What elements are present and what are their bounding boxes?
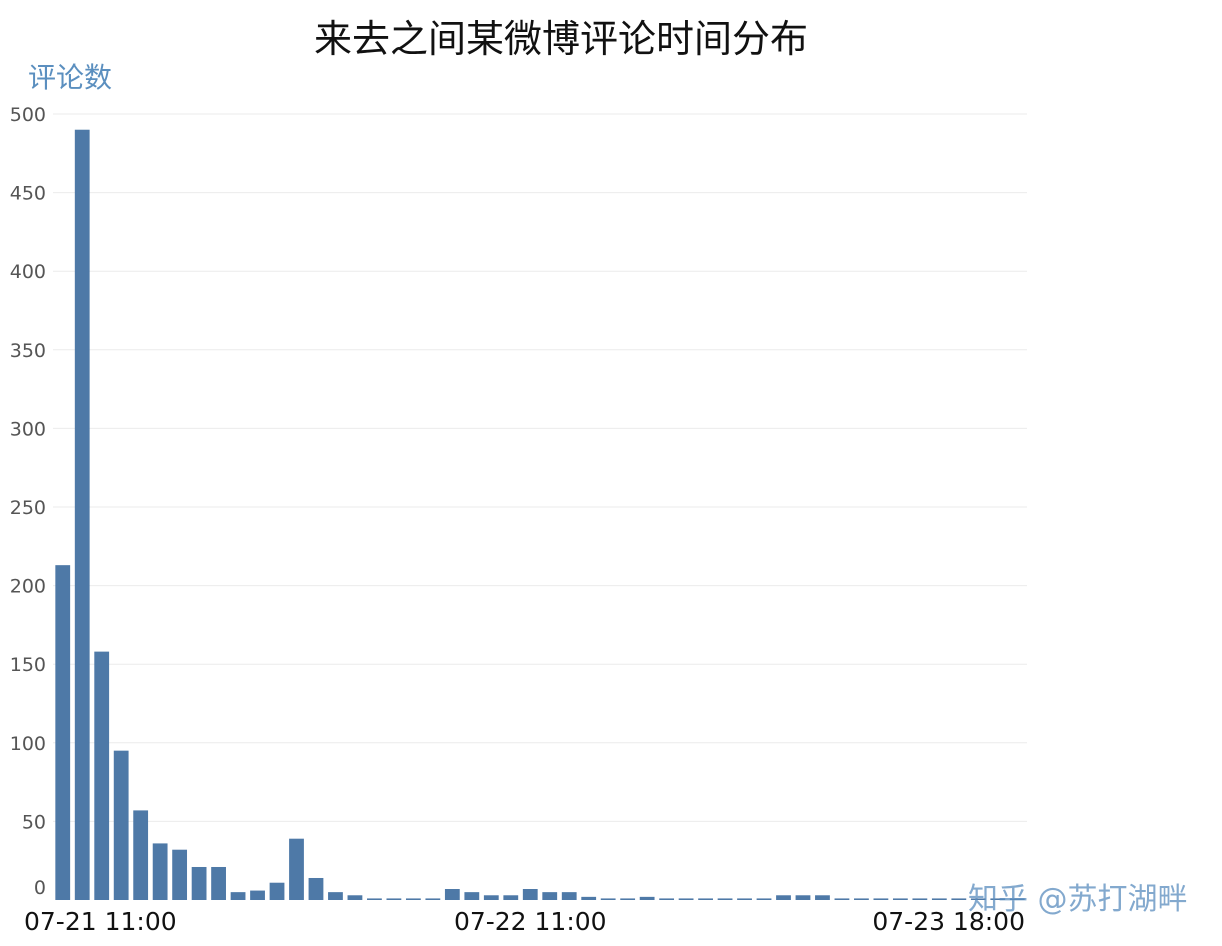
bar xyxy=(659,898,675,900)
bar xyxy=(152,843,168,900)
bar xyxy=(776,895,791,900)
bar xyxy=(892,898,908,900)
bar xyxy=(367,898,382,900)
y-tick-label: 250 xyxy=(10,497,46,519)
bar xyxy=(834,898,850,900)
y-axis-ticks: 0 50 100 150 200 250 300 350 400 450 500 xyxy=(10,104,46,899)
y-tick-label: 150 xyxy=(10,654,46,676)
y-tick-label: 100 xyxy=(10,733,46,755)
bar xyxy=(815,895,830,900)
bar xyxy=(678,898,694,900)
bar xyxy=(55,565,71,900)
bar xyxy=(464,892,480,900)
bar xyxy=(970,898,986,900)
chart-title: 来去之间某微博评论时间分布 xyxy=(313,17,808,61)
x-tick-label: 07-23 18:00 xyxy=(872,907,1025,936)
y-tick-label: 400 xyxy=(10,261,46,283)
bar xyxy=(737,898,752,900)
bar xyxy=(1009,898,1025,900)
bar xyxy=(347,895,363,900)
bar xyxy=(211,866,226,900)
bar xyxy=(328,892,343,900)
bar xyxy=(795,895,811,900)
bars xyxy=(55,129,1025,901)
bar xyxy=(581,896,597,900)
bar xyxy=(542,892,558,900)
bar xyxy=(113,750,129,900)
gridlines xyxy=(53,113,1027,822)
bar xyxy=(639,896,655,900)
bar xyxy=(698,898,713,900)
x-tick-label: 07-22 11:00 xyxy=(454,907,607,936)
bar xyxy=(250,890,265,900)
bar xyxy=(483,895,499,900)
bar xyxy=(269,882,285,900)
bar xyxy=(503,895,519,900)
bar xyxy=(191,866,207,900)
y-tick-label: 300 xyxy=(10,418,46,440)
bar xyxy=(289,838,304,900)
x-tick-label: 07-21 11:00 xyxy=(24,907,177,936)
bar xyxy=(990,898,1006,900)
bar xyxy=(74,129,90,901)
y-tick-label: 350 xyxy=(10,340,46,362)
bar xyxy=(444,889,460,900)
y-axis-label: 评论数 xyxy=(28,61,113,94)
bar xyxy=(951,898,967,900)
bar xyxy=(717,898,733,900)
x-axis-ticks: 07-21 11:00 07-22 11:00 07-23 18:00 xyxy=(24,907,1025,936)
bar xyxy=(133,810,149,900)
bar xyxy=(425,898,441,900)
bar xyxy=(172,849,188,900)
bar xyxy=(873,898,889,900)
bar xyxy=(308,877,324,900)
bar xyxy=(94,651,110,900)
bar xyxy=(522,889,538,900)
bar xyxy=(561,892,577,900)
bar xyxy=(600,898,616,900)
bar xyxy=(230,892,246,900)
y-tick-label: 200 xyxy=(10,576,46,598)
bar xyxy=(931,898,947,900)
bar xyxy=(912,898,928,900)
bar xyxy=(854,898,869,900)
y-tick-label: 0 xyxy=(34,877,46,899)
y-tick-label: 50 xyxy=(22,811,46,833)
y-tick-label: 450 xyxy=(10,183,46,205)
bar xyxy=(756,898,772,900)
bar xyxy=(405,898,421,900)
bar xyxy=(620,898,636,900)
y-tick-label: 500 xyxy=(10,104,46,126)
watermark-text: 知乎 @苏打湖畔 xyxy=(968,882,1188,917)
bar xyxy=(386,898,402,900)
